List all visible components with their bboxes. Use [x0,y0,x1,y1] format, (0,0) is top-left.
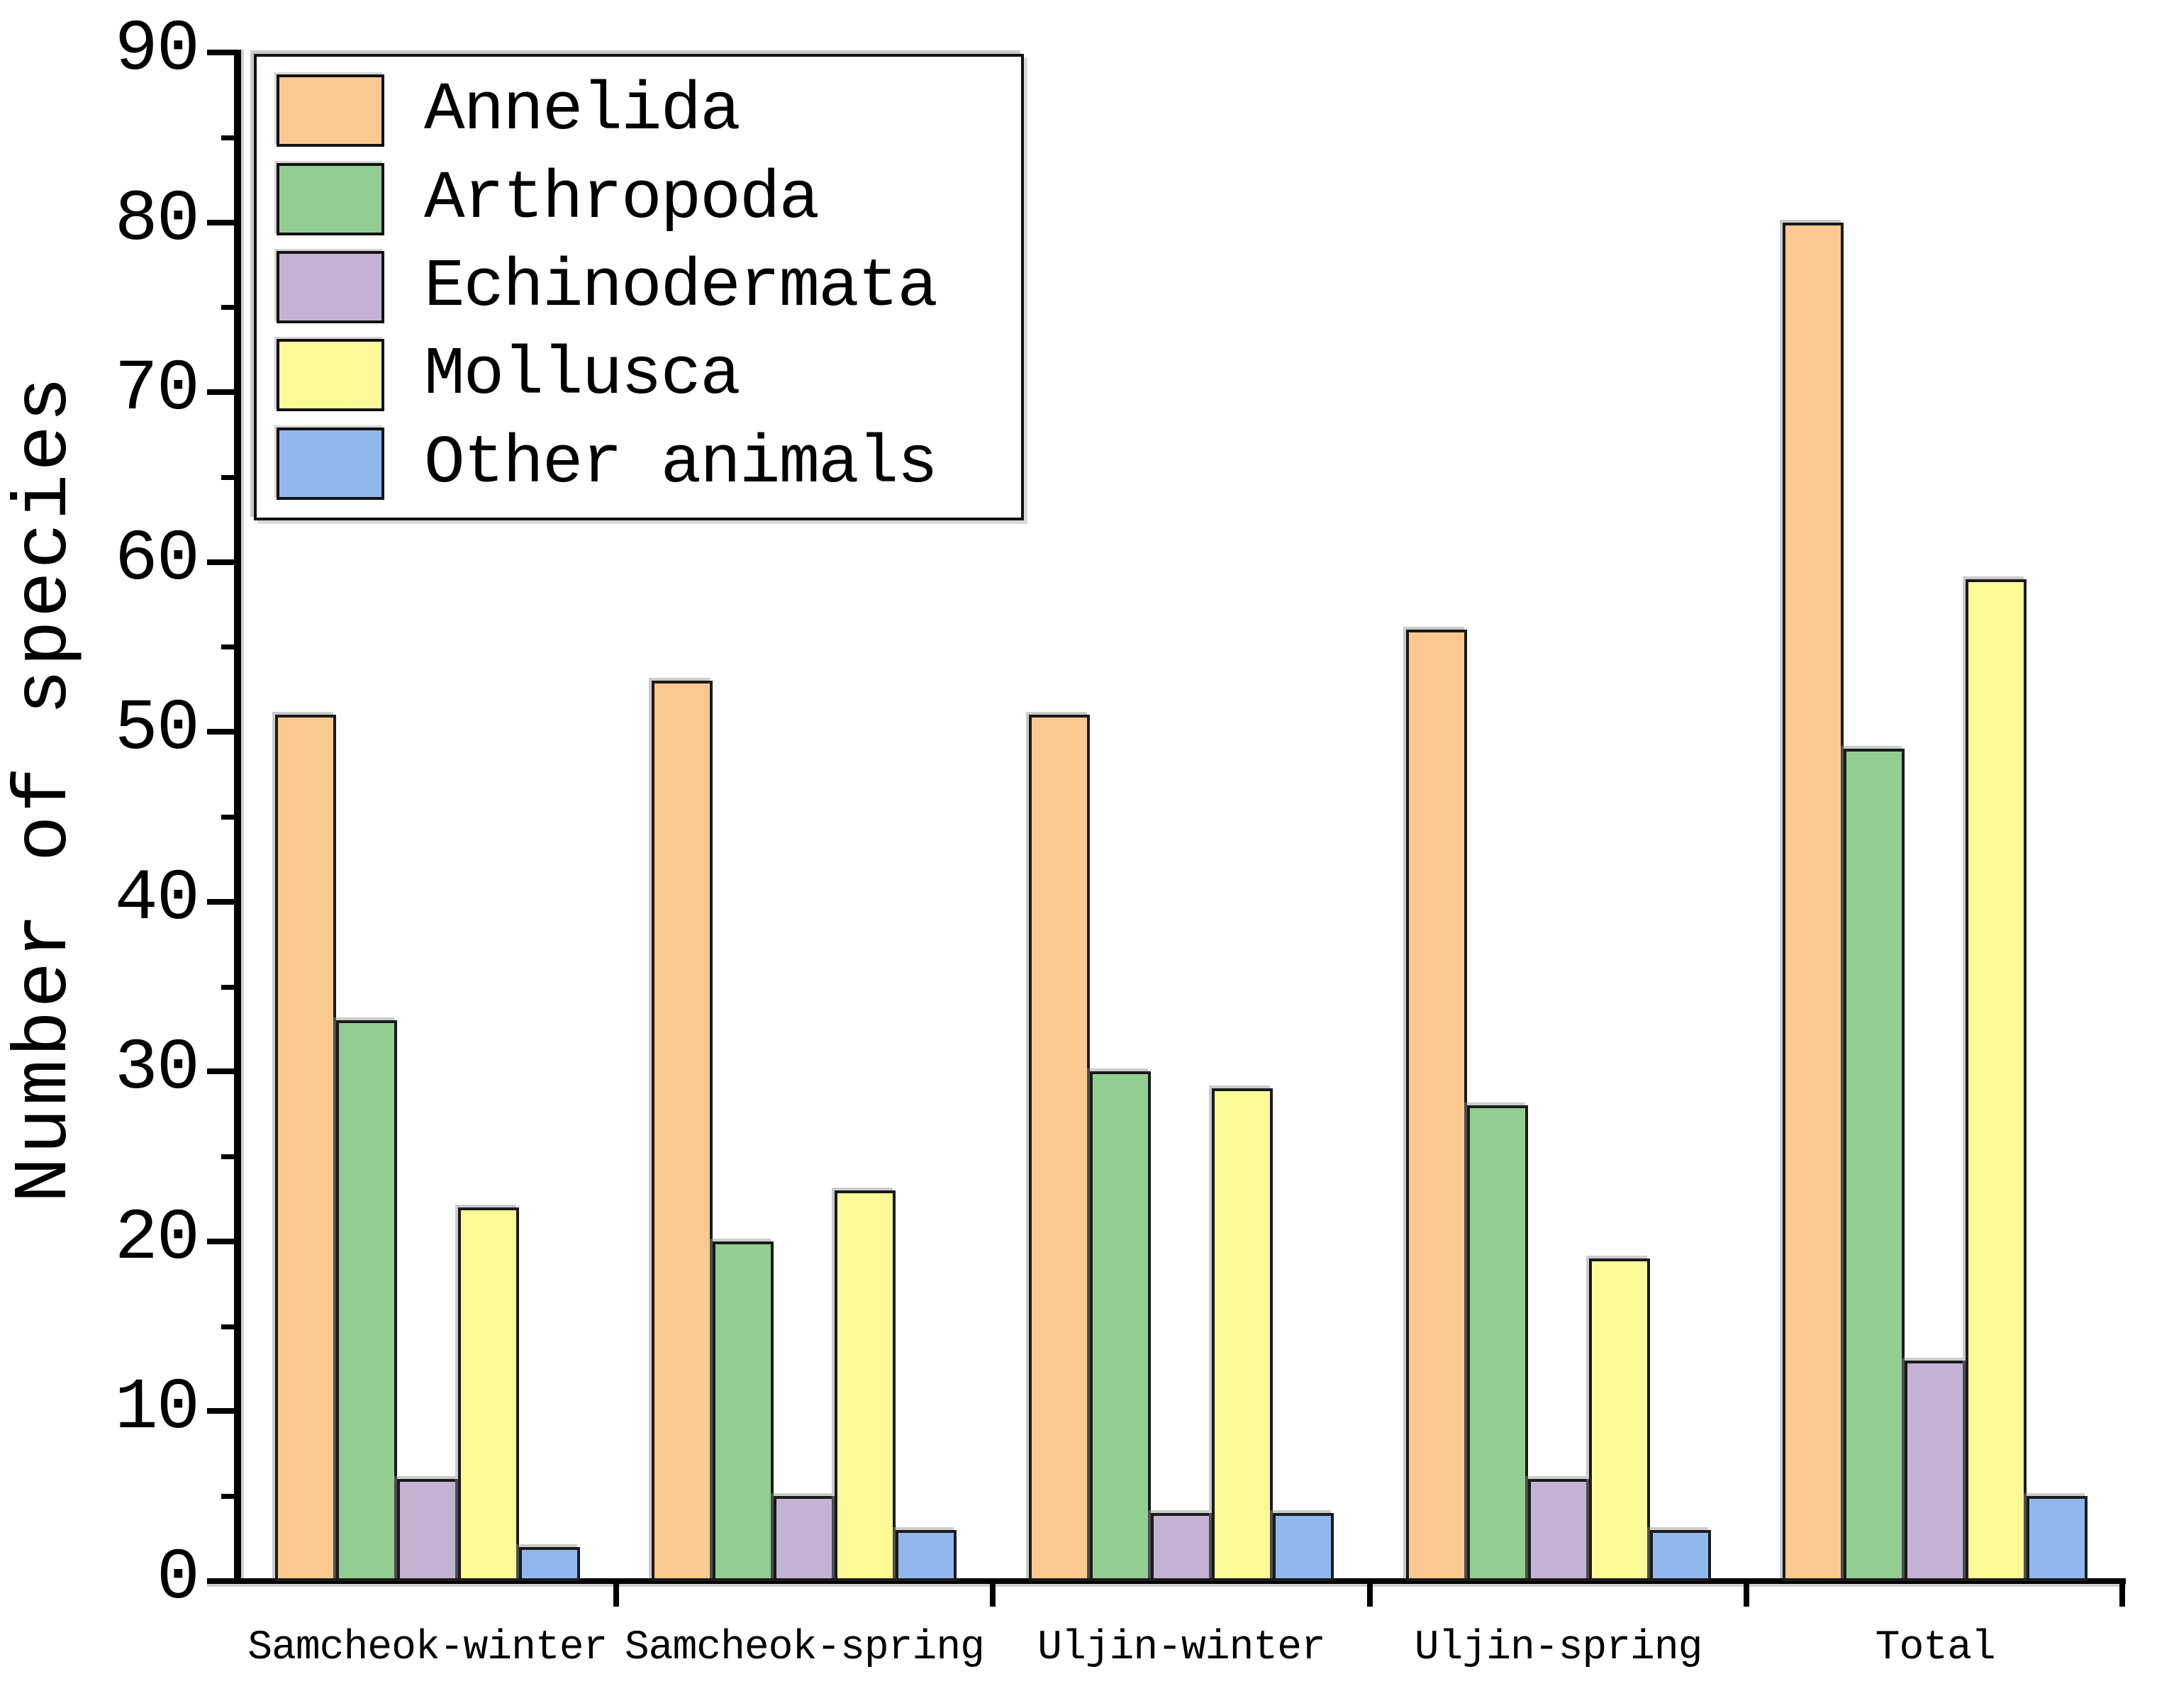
bar-echinodermata [1151,1513,1212,1581]
bar-other-animals [1273,1513,1334,1581]
bar-other-animals [518,1547,580,1581]
y-tick-label: 20 [114,1197,200,1280]
y-major-tick [207,219,240,225]
y-minor-tick [221,135,240,140]
legend-item: Annelida [277,67,1001,155]
y-minor-tick [221,984,240,990]
y-major-tick [207,729,240,735]
legend-swatch-other-animals [277,427,384,500]
legend-swatch-arthropoda [277,162,384,235]
x-category-label: Uljin-spring [1414,1625,1703,1671]
legend-item: Mollusca [277,331,1001,419]
bar-arthropoda [1090,1071,1151,1581]
legend-label: Other animals [424,424,938,502]
legend: Annelida Arthropoda Echinodermata Mollusca O… [254,54,1024,520]
x-category-label: Samcheok-spring [624,1625,985,1671]
y-major-tick [207,50,240,55]
legend-label: Arthropoda [424,160,820,238]
legend-swatch-echinodermata [277,251,384,324]
legend-item: Arthropoda [277,155,1001,242]
y-minor-tick [221,1494,240,1500]
bar-annelida [274,715,336,1581]
legend-item: Echinodermata [277,243,1001,331]
y-tick-label: 40 [114,857,200,940]
legend-label: Mollusca [424,336,741,414]
x-category-label: Total [1875,1625,1996,1671]
bar-annelida [1783,223,1844,1581]
x-minor-tick [990,1584,996,1607]
y-major-tick [207,389,240,396]
plot-area [239,52,2124,1581]
y-major-tick [207,1068,240,1075]
y-major-tick [207,1238,240,1244]
x-axis-line [207,1578,2126,1584]
bar-other-animals [2027,1496,2088,1581]
legend-swatch-mollusca [277,339,384,412]
bar-echinodermata [1905,1361,1966,1581]
bar-echinodermata [1527,1479,1589,1581]
bar-annelida [1029,715,1090,1581]
y-tick-label: 60 [114,518,200,601]
x-category-label: Uljin-winter [1037,1625,1326,1671]
y-tick-label: 0 [156,1536,200,1619]
bar-arthropoda [1466,1105,1528,1581]
y-tick-label: 30 [114,1027,200,1110]
bar-mollusca [1588,1258,1650,1581]
legend-label: Annelida [424,72,741,150]
bar-mollusca [457,1207,519,1581]
y-minor-tick [221,644,240,650]
bar-other-animals [896,1530,957,1581]
x-minor-tick [1366,1584,1373,1607]
y-major-tick [207,559,240,565]
x-minor-tick [613,1584,619,1607]
y-minor-tick [221,815,240,820]
bar-other-animals [1649,1530,1711,1581]
y-tick-label: 70 [114,348,200,431]
bar-arthropoda [713,1241,774,1581]
bar-echinodermata [396,1479,458,1581]
bar-annelida [1405,630,1467,1581]
x-minor-tick [1744,1584,1750,1607]
y-minor-tick [221,305,240,311]
x-category-label: Samcheok-winter [247,1625,608,1671]
y-minor-tick [221,1324,240,1329]
y-tick-label: 10 [114,1367,200,1450]
legend-swatch-annelida [277,74,384,147]
bar-arthropoda [1844,749,1905,1581]
bar-arthropoda [335,1020,397,1581]
legend-label: Echinodermata [424,248,938,326]
bar-mollusca [835,1190,896,1581]
bar-mollusca [1212,1088,1273,1581]
y-tick-label: 50 [114,688,200,771]
x-axis-end-tick [2119,1584,2125,1607]
legend-item: Other animals [277,420,1001,508]
y-major-tick [207,898,240,905]
bar-echinodermata [774,1496,835,1581]
y-minor-tick [221,1154,240,1160]
y-major-tick [207,1578,240,1584]
bar-mollusca [1966,579,2027,1581]
bar-annelida [652,681,713,1581]
y-tick-label: 90 [114,8,200,91]
y-minor-tick [221,474,240,480]
y-major-tick [207,1408,240,1414]
y-tick-label: 80 [114,178,200,261]
